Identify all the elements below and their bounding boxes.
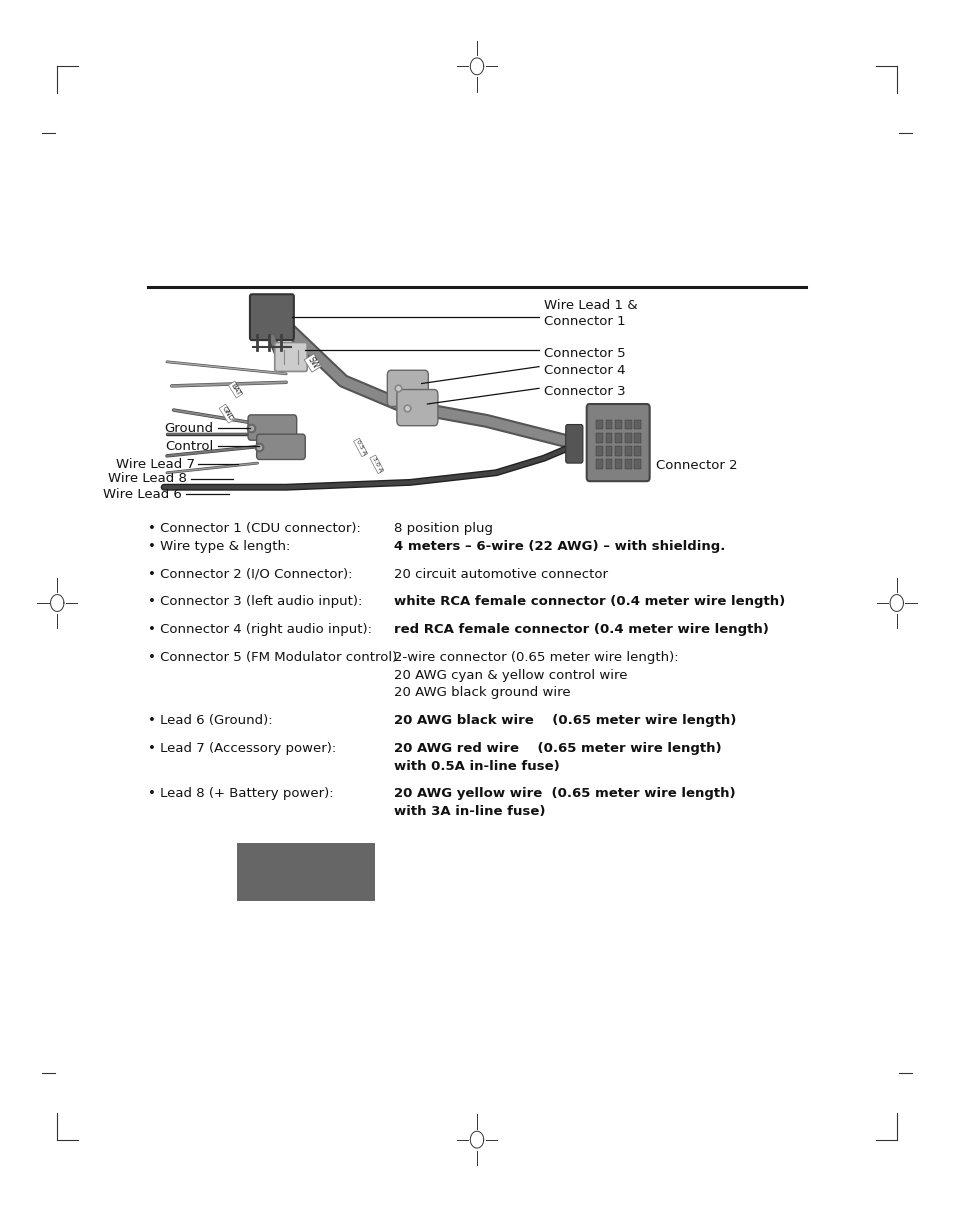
Text: • Connector 3 (left audio input):: • Connector 3 (left audio input): [148, 596, 362, 608]
Text: • Lead 8 (+ Battery power):: • Lead 8 (+ Battery power): [148, 788, 334, 801]
Text: • Lead 7 (Accessory power):: • Lead 7 (Accessory power): [148, 742, 335, 755]
FancyBboxPatch shape [387, 370, 428, 406]
Text: with 0.5A in-line fuse): with 0.5A in-line fuse) [394, 760, 559, 773]
Text: 20 AWG cyan & yellow control wire: 20 AWG cyan & yellow control wire [394, 668, 627, 681]
Text: Wire Lead 8: Wire Lead 8 [108, 473, 187, 485]
Text: 8 position plug: 8 position plug [394, 522, 493, 535]
Text: with 3A in-line fuse): with 3A in-line fuse) [394, 806, 545, 818]
Text: Connector 5: Connector 5 [543, 347, 625, 359]
Text: Wire Lead 7: Wire Lead 7 [115, 458, 194, 470]
Text: 20 circuit automotive connector: 20 circuit automotive connector [394, 568, 607, 581]
Bar [236, 843, 375, 901]
Bar [596, 433, 602, 443]
Bar [615, 433, 621, 443]
Text: 20 AWG red wire    (0.65 meter wire length): 20 AWG red wire (0.65 meter wire length) [394, 742, 720, 755]
Bar [634, 459, 640, 469]
Bar [596, 459, 602, 469]
FancyBboxPatch shape [586, 404, 649, 481]
Bar [605, 459, 612, 469]
Bar [605, 433, 612, 443]
Text: BAT: BAT [230, 382, 241, 397]
Bar [624, 459, 631, 469]
Text: • Connector 2 (I/O Connector):: • Connector 2 (I/O Connector): [148, 568, 352, 581]
Bar [624, 420, 631, 429]
Text: • Wire type & length:: • Wire type & length: [148, 540, 290, 554]
Text: 20 AWG yellow wire  (0.65 meter wire length): 20 AWG yellow wire (0.65 meter wire leng… [394, 788, 735, 801]
Bar [634, 433, 640, 443]
Bar [615, 459, 621, 469]
Text: 0.5 A: 0.5 A [355, 439, 366, 456]
Text: SW: SW [306, 356, 319, 370]
Text: 4 meters – 6-wire (22 AWG) – with shielding.: 4 meters – 6-wire (22 AWG) – with shield… [394, 540, 724, 554]
Bar [615, 420, 621, 429]
FancyBboxPatch shape [565, 425, 582, 463]
Text: Wire Lead 1 &: Wire Lead 1 & [543, 299, 637, 312]
FancyBboxPatch shape [274, 343, 307, 371]
Bar [634, 420, 640, 429]
Text: Connector 1: Connector 1 [543, 315, 625, 328]
Bar [624, 433, 631, 443]
Text: white RCA female connector (0.4 meter wire length): white RCA female connector (0.4 meter wi… [394, 596, 784, 608]
FancyBboxPatch shape [250, 294, 294, 340]
Text: Connector 2: Connector 2 [656, 459, 738, 472]
Text: 3.0 A: 3.0 A [371, 456, 382, 473]
Text: • Connector 4 (right audio input):: • Connector 4 (right audio input): [148, 624, 372, 636]
Text: red RCA female connector (0.4 meter wire length): red RCA female connector (0.4 meter wire… [394, 624, 768, 636]
Bar [634, 446, 640, 456]
Text: • Connector 1 (CDU connector):: • Connector 1 (CDU connector): [148, 522, 360, 535]
Text: • Lead 6 (Ground):: • Lead 6 (Ground): [148, 714, 273, 727]
Text: Connector 3: Connector 3 [543, 386, 625, 398]
Text: Ground: Ground [165, 422, 213, 434]
Text: Wire Lead 6: Wire Lead 6 [103, 488, 182, 500]
FancyBboxPatch shape [248, 415, 296, 440]
Bar [624, 446, 631, 456]
Text: Connector 4: Connector 4 [543, 364, 624, 376]
Bar [596, 420, 602, 429]
Bar [605, 420, 612, 429]
Text: 20 AWG black wire    (0.65 meter wire length): 20 AWG black wire (0.65 meter wire lengt… [394, 714, 736, 727]
Text: Control: Control [165, 440, 213, 452]
Text: • Connector 5 (FM Modulator control):: • Connector 5 (FM Modulator control): [148, 651, 401, 663]
FancyBboxPatch shape [256, 434, 305, 459]
Text: GND: GND [220, 405, 233, 422]
FancyBboxPatch shape [396, 390, 437, 426]
Text: 2-wire connector (0.65 meter wire length):: 2-wire connector (0.65 meter wire length… [394, 651, 678, 663]
Text: 20 AWG black ground wire: 20 AWG black ground wire [394, 686, 570, 699]
Bar [615, 446, 621, 456]
Bar [605, 446, 612, 456]
Bar [596, 446, 602, 456]
